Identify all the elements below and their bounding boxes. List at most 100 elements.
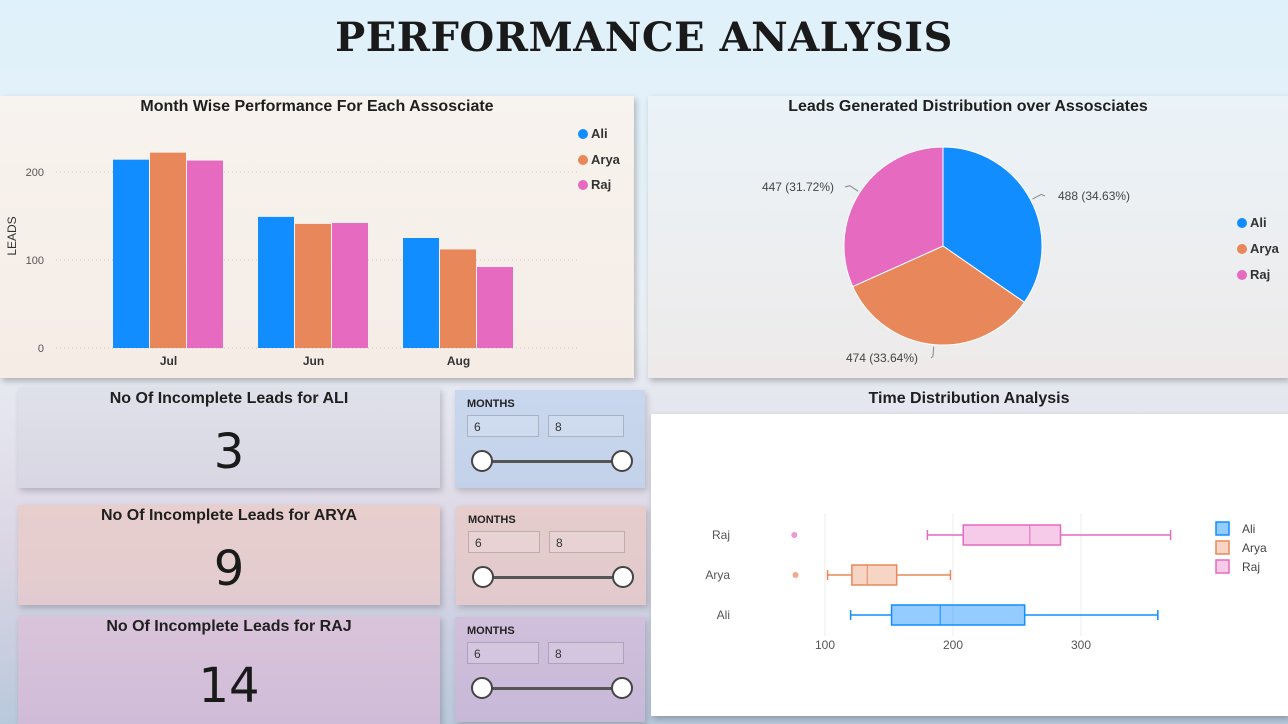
y-tick-label: 100 xyxy=(26,255,44,267)
pie-chart: 488 (34.63%) 474 (33.64%) 447 (31.72%) xyxy=(762,146,1130,365)
x-tick-label: Jun xyxy=(303,354,324,368)
y-tick-label: Arya xyxy=(705,568,730,582)
bar-ali-jun xyxy=(258,216,294,348)
legend-ali[interactable]: Ali xyxy=(1237,215,1267,230)
bar-chart-panel: Month Wise Performance For Each Assoscia… xyxy=(0,96,634,378)
pie-slice-arya xyxy=(852,245,1026,346)
incomplete-leads-card-ali: No Of Incomplete Leads for ALI 3 xyxy=(18,388,440,488)
legend-label: Raj xyxy=(1250,267,1271,282)
legend-raj[interactable]: Raj xyxy=(1237,267,1270,282)
bar-arya-jun xyxy=(295,223,331,348)
legend-label: Arya xyxy=(591,152,620,167)
card-value: 9 xyxy=(213,541,245,597)
legend-ali[interactable]: Ali xyxy=(578,126,608,141)
legend-raj[interactable]: Raj xyxy=(578,177,611,192)
slicer-from-input[interactable]: 6 xyxy=(467,415,539,437)
slicer-track xyxy=(483,687,623,690)
legend-arya[interactable]: Arya xyxy=(578,152,620,167)
legend-label: Raj xyxy=(591,177,612,192)
card-value: 3 xyxy=(213,424,245,480)
pie-data-label: 488 (34.63%) xyxy=(1058,189,1130,203)
x-tick-label: 200 xyxy=(943,638,963,652)
slicer-handle-end[interactable] xyxy=(611,677,633,699)
y-tick-label: Raj xyxy=(712,528,730,542)
bar-chart: 0 100 200 LEADS Jul Jun Aug xyxy=(5,152,578,368)
legend-label: Ali xyxy=(1242,522,1255,536)
legend-label: Ali xyxy=(1250,215,1267,230)
legend-label: Arya xyxy=(1242,541,1267,555)
bar-arya-jul xyxy=(150,152,186,348)
box-chart: 100 200 300 Raj Arya Ali Ali Arya Raj xyxy=(705,514,1267,652)
pie-data-label: 447 (31.72%) xyxy=(762,180,834,194)
x-tick-label: Aug xyxy=(447,354,470,368)
bar-ali-aug xyxy=(403,238,439,348)
legend-dot-icon xyxy=(578,180,588,190)
page-title: PERFORMANCE ANALYSIS xyxy=(335,14,953,61)
slicer-handle-end[interactable] xyxy=(612,566,634,588)
pie-data-label: 474 (33.64%) xyxy=(846,351,918,365)
slicer-from-input[interactable]: 6 xyxy=(468,531,540,553)
pie-leader-line xyxy=(844,185,859,192)
box-arya xyxy=(851,564,898,586)
pie-slice-ali xyxy=(942,146,1043,304)
slicer-track xyxy=(483,460,623,463)
bar-chart-title: Month Wise Performance For Each Assoscia… xyxy=(140,98,494,115)
box-ali xyxy=(890,604,1026,626)
slicer-to-input[interactable]: 8 xyxy=(549,531,625,553)
card-title: No Of Incomplete Leads for ALI xyxy=(109,390,349,407)
card-value: 14 xyxy=(198,658,260,714)
legend-label: Raj xyxy=(1242,560,1260,574)
bar-raj-jul xyxy=(187,160,223,348)
slicer-label: MONTHS xyxy=(467,625,515,637)
box-outlier-raj xyxy=(791,532,798,538)
y-tick-label: 0 xyxy=(38,343,44,355)
x-tick-label: 300 xyxy=(1071,638,1091,652)
slicer-handle-end[interactable] xyxy=(611,450,633,472)
slicer-to-input[interactable]: 8 xyxy=(548,415,624,437)
pie-chart-panel: Leads Generated Distribution over Assosc… xyxy=(648,96,1288,378)
y-axis-label: LEADS xyxy=(5,216,19,255)
legend-dot-icon xyxy=(578,129,588,139)
legend-swatch-ali xyxy=(1215,521,1230,536)
slicer-handle-start[interactable] xyxy=(471,450,493,472)
legend-dot-icon xyxy=(1237,244,1247,254)
months-slicer-ali: MONTHS 6 8 xyxy=(455,390,645,488)
bar-raj-aug xyxy=(477,267,513,348)
pie-chart-title: Leads Generated Distribution over Assosc… xyxy=(788,98,1148,115)
box-chart-title: Time Distribution Analysis xyxy=(868,390,1070,407)
legend-dot-icon xyxy=(1237,218,1247,228)
pie-leader-line xyxy=(1032,193,1046,200)
slicer-to-input[interactable]: 8 xyxy=(548,642,624,664)
pie-slice-raj xyxy=(843,146,944,288)
legend-dot-icon xyxy=(578,155,588,165)
y-tick-label: Ali xyxy=(717,608,730,622)
card-title: No Of Incomplete Leads for ARYA xyxy=(100,507,358,524)
bar-raj-jun xyxy=(332,223,368,348)
slicer-label: MONTHS xyxy=(468,514,516,526)
slicer-from-input[interactable]: 6 xyxy=(467,642,539,664)
legend-arya[interactable]: Arya xyxy=(1237,241,1279,256)
months-slicer-raj: MONTHS 6 8 xyxy=(455,617,645,722)
x-tick-label: 100 xyxy=(815,638,835,652)
incomplete-leads-card-arya: No Of Incomplete Leads for ARYA 9 xyxy=(18,505,440,605)
box-chart-panel: 100 200 300 Raj Arya Ali Ali Arya Raj xyxy=(651,414,1288,716)
pie-leader-line xyxy=(930,346,935,359)
slicer-handle-start[interactable] xyxy=(472,566,494,588)
bar-ali-jul xyxy=(113,159,149,348)
bar-arya-aug xyxy=(440,249,476,348)
x-tick-label: Jul xyxy=(160,354,177,368)
card-title: No Of Incomplete Leads for RAJ xyxy=(106,618,352,635)
legend-dot-icon xyxy=(1237,270,1247,280)
legend-label: Ali xyxy=(591,126,608,141)
legend-swatch-raj xyxy=(1215,559,1230,574)
slicer-handle-start[interactable] xyxy=(471,677,493,699)
y-tick-label: 200 xyxy=(26,167,44,179)
box-raj xyxy=(962,524,1062,546)
legend-swatch-arya xyxy=(1215,540,1230,555)
slicer-track xyxy=(484,576,624,579)
legend-label: Arya xyxy=(1250,241,1279,256)
box-outlier-arya xyxy=(792,572,799,578)
slicer-label: MONTHS xyxy=(467,398,515,410)
months-slicer-arya: MONTHS 6 8 xyxy=(456,506,646,605)
incomplete-leads-card-raj: No Of Incomplete Leads for RAJ 14 xyxy=(18,616,440,724)
